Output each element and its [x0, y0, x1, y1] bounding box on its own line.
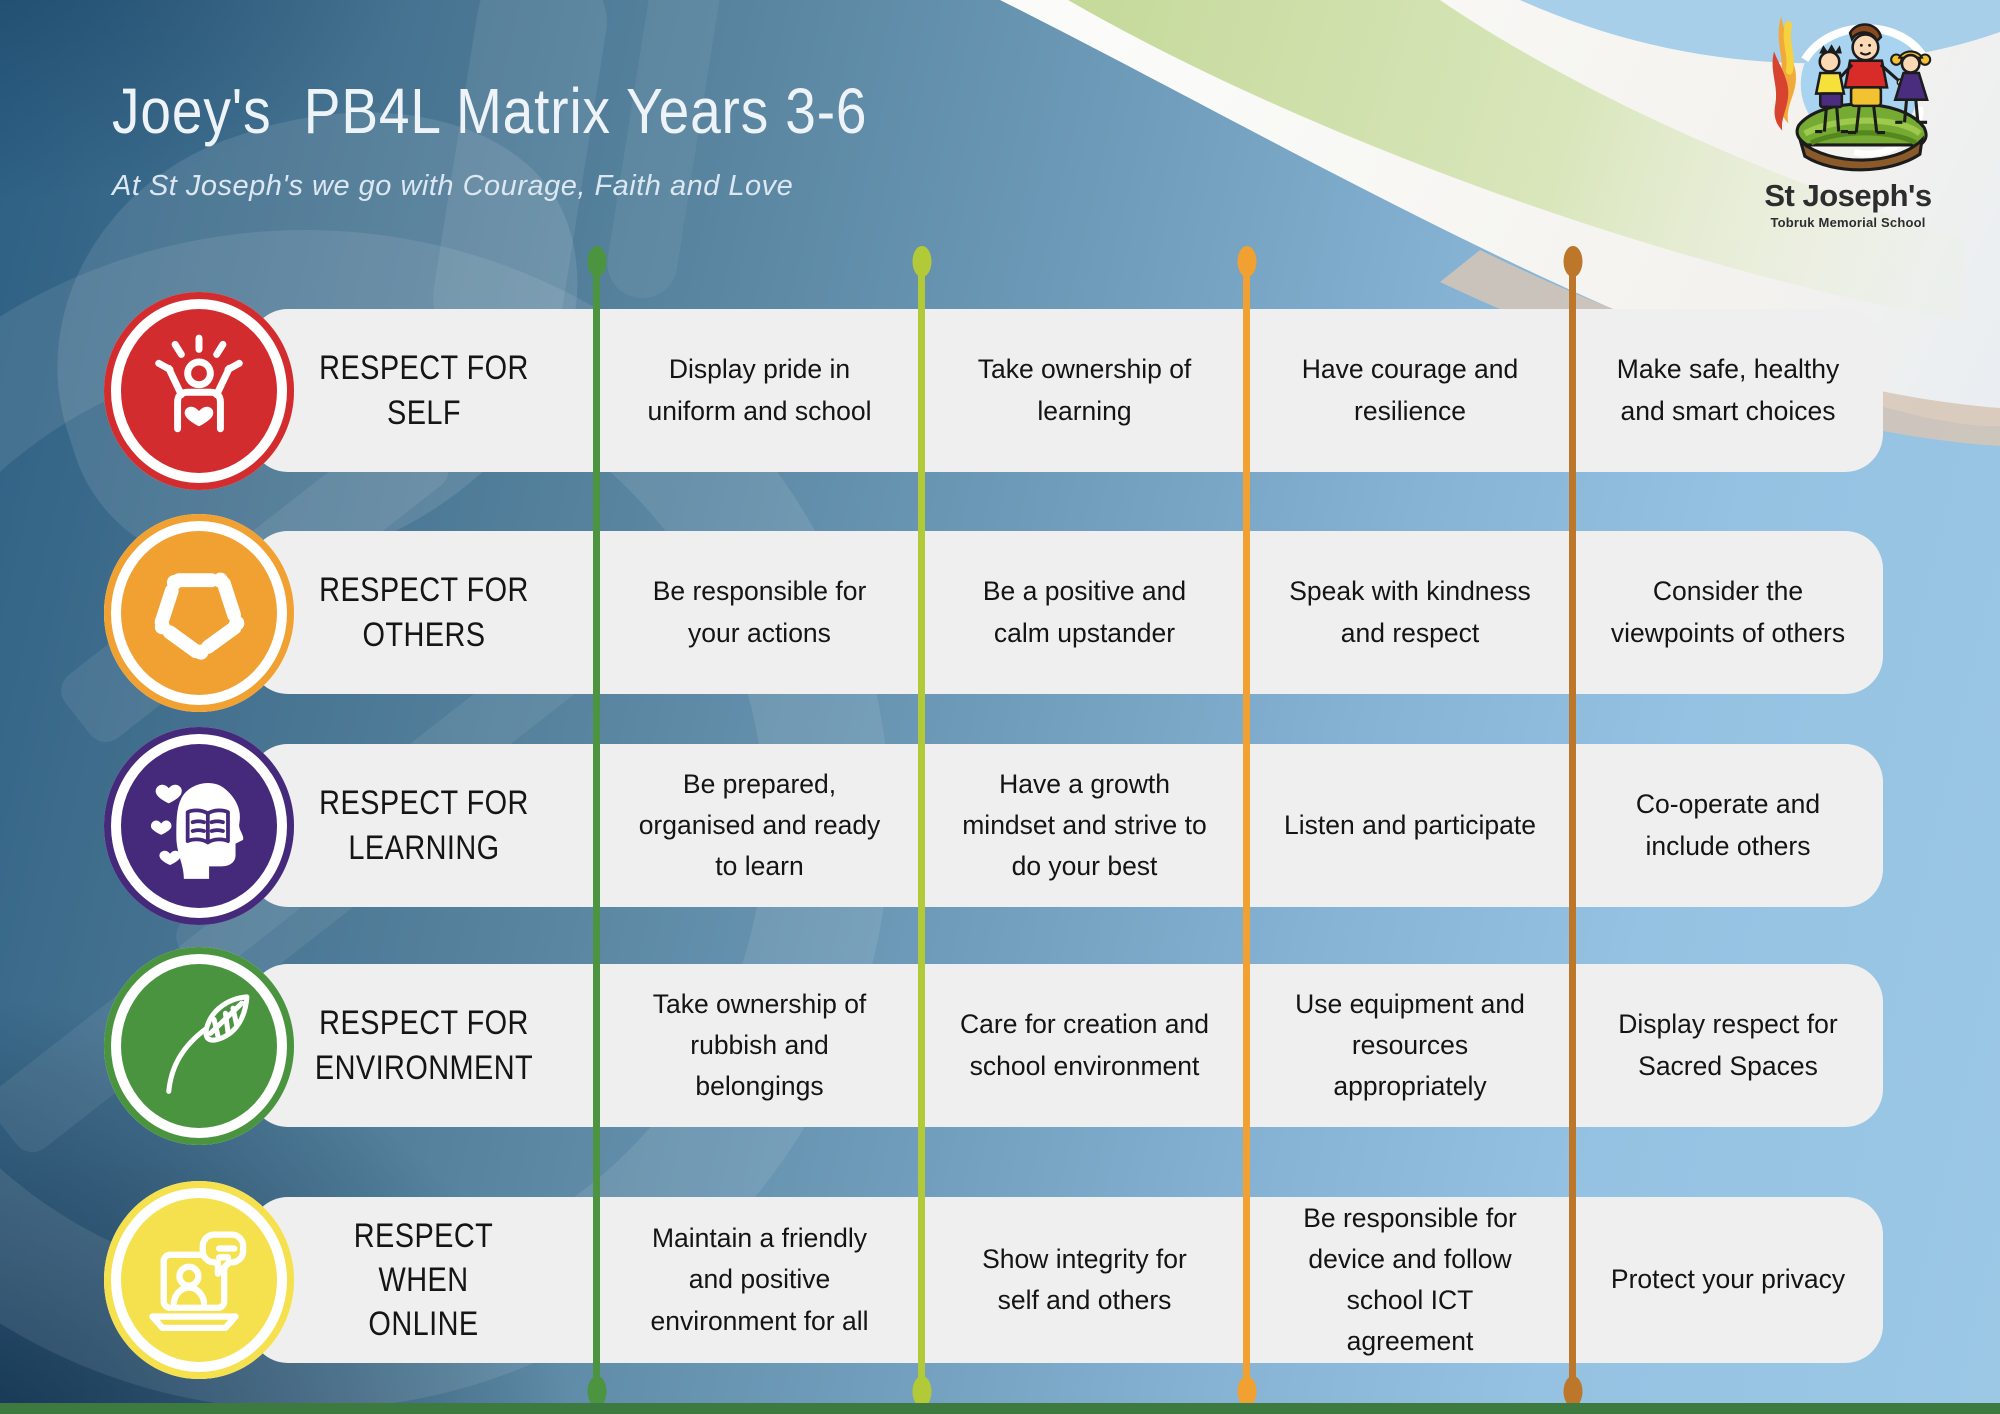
row-label: RESPECT WHEN ONLINE	[353, 1216, 494, 1344]
matrix-cell: Be a positive and calm upstander	[982, 576, 1187, 648]
divider-line-3	[1243, 262, 1250, 1390]
matrix-cell: Care for creation and school environment	[960, 1009, 1209, 1081]
matrix-cell: Show integrity for self and others	[982, 1243, 1187, 1315]
row-respect-for-environment: RESPECT FOR ENVIRONMENT Take ownership o…	[250, 964, 1883, 1127]
matrix-cell: Protect your privacy	[1610, 1264, 1846, 1295]
school-logo: St Joseph's Tobruk Memorial School	[1735, 4, 1961, 230]
hands-together-icon	[136, 550, 262, 676]
matrix-cell: Listen and participate	[1284, 809, 1536, 840]
matrix-cell: Take ownership of rubbish and belongings	[652, 988, 867, 1102]
matrix-cell: Be responsible for device and follow sch…	[1303, 1202, 1517, 1357]
laptop-chat-icon	[136, 1217, 262, 1343]
matrix-cell: Take ownership of learning	[977, 354, 1192, 426]
leaf-icon	[136, 983, 262, 1109]
divider-line-4	[1569, 262, 1576, 1390]
matrix-cell: Speak with kindness and respect	[1289, 576, 1531, 648]
row-label: RESPECT FOR LEARNING	[318, 784, 529, 867]
footer-strip	[0, 1403, 2000, 1414]
badge-respect-for-self	[104, 292, 294, 490]
school-name: St Joseph's	[1764, 178, 1932, 213]
matrix-cell: Display respect for Sacred Spaces	[1618, 1009, 1838, 1081]
matrix-cell: Co-operate and include others	[1635, 789, 1821, 861]
row-label: RESPECT FOR ENVIRONMENT	[314, 1004, 533, 1087]
badge-respect-when-online	[104, 1181, 294, 1379]
row-respect-when-online: RESPECT WHEN ONLINE Maintain a friendly …	[250, 1197, 1883, 1363]
matrix-cell: Have a growth mindset and strive to do y…	[962, 768, 1207, 882]
matrix-cell: Maintain a friendly and positive environ…	[650, 1223, 869, 1336]
badge-respect-for-learning	[104, 727, 294, 925]
divider-line-1	[593, 262, 600, 1390]
matrix-cell: Consider the viewpoints of others	[1610, 576, 1846, 648]
row-respect-for-others: RESPECT FOR OTHERS Be responsible for yo…	[250, 531, 1883, 694]
divider-line-2	[918, 262, 925, 1390]
row-respect-for-learning: RESPECT FOR LEARNING Be prepared, organi…	[250, 744, 1883, 907]
header: Joey's PB4L Matrix Years 3-6 At St Josep…	[112, 74, 990, 203]
row-label: RESPECT FOR SELF	[318, 349, 529, 432]
page-subtitle: At St Joseph's we go with Courage, Faith…	[112, 170, 794, 202]
person-celebrating-icon	[136, 328, 262, 454]
school-subname: Tobruk Memorial School	[1770, 215, 1926, 230]
matrix-cell: Use equipment and resources appropriatel…	[1295, 988, 1525, 1102]
matrix-cell: Be responsible for your actions	[652, 576, 867, 648]
page-title: Joey's PB4L Matrix Years 3-6	[112, 75, 868, 147]
matrix-cell: Make safe, healthy and smart choices	[1616, 354, 1840, 426]
badge-respect-for-others	[104, 514, 294, 712]
row-respect-for-self: RESPECT FOR SELF Display pride in unifor…	[250, 309, 1883, 472]
matrix-cell: Have courage and resilience	[1301, 354, 1519, 426]
matrix-cell: Display pride in uniform and school	[647, 354, 872, 426]
school-logo-art	[1772, 16, 1932, 172]
matrix-cell: Be prepared, organised and ready to lear…	[638, 768, 881, 882]
badge-respect-for-environment	[104, 947, 294, 1145]
row-label: RESPECT FOR OTHERS	[318, 571, 529, 654]
head-with-book-icon	[136, 763, 262, 889]
